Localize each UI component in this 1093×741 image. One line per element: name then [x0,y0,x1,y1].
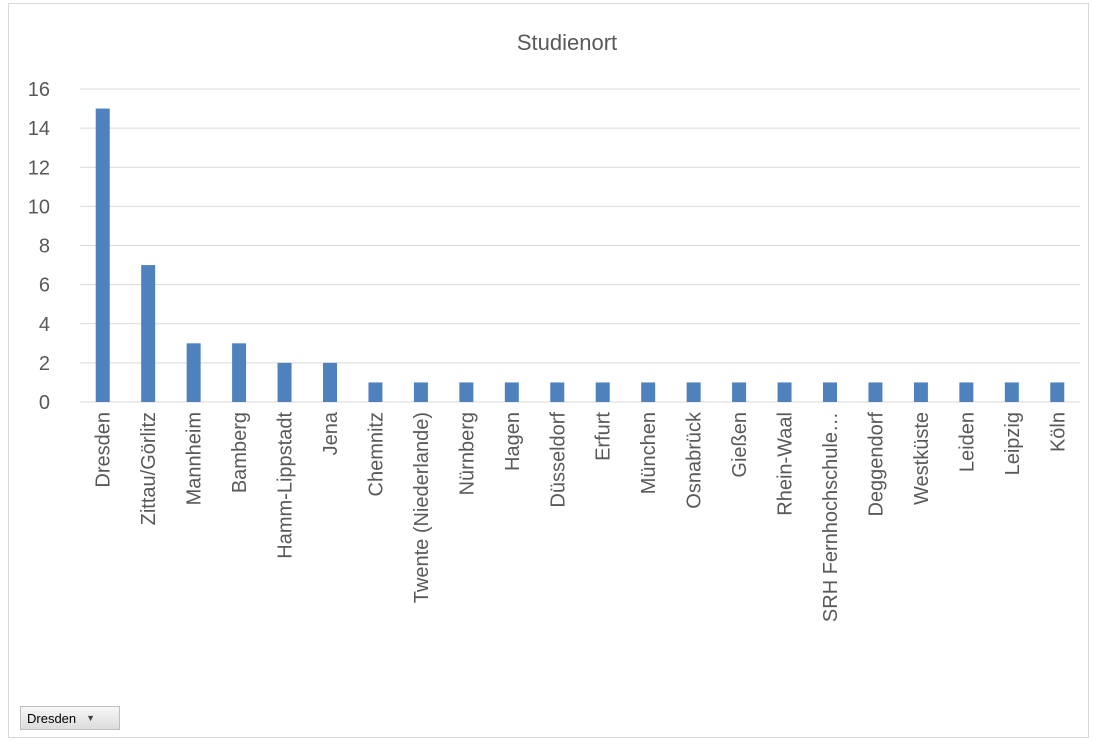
x-tick-label: Leiden [956,412,978,472]
bars [95,108,1065,402]
x-axis: Dresden Zittau/Görlitz Mannheim Bamberg Hamm… [93,411,1070,622]
x-tick-label: Erfurt [593,412,615,461]
field-filter-button[interactable]: Dresden ▼ [20,706,120,730]
bar [777,382,792,402]
bar [550,382,565,402]
y-tick-label: 4 [39,314,50,336]
bar [459,382,474,402]
bar [868,382,883,402]
bar [595,382,610,402]
x-tick-label: Gießen [729,412,751,478]
bar [413,382,428,402]
gridlines [80,88,1080,403]
bar [323,362,337,402]
bar [959,382,974,402]
chart-title: Studienort [517,30,617,55]
bar [504,382,519,402]
y-tick-label: 6 [39,275,50,297]
x-tick-label: München [638,412,660,494]
x-tick-label: Deggendorf [865,412,887,517]
x-tick-label: SRH Fernhochschule… [820,412,842,622]
filter-label: Dresden [27,710,77,726]
bar [686,382,701,402]
x-tick-label: Bamberg [229,412,251,493]
bar [141,265,156,402]
x-tick-label: Nürnberg [456,412,478,495]
y-tick-label: 0 [39,392,50,414]
bar [1050,382,1065,402]
bar [368,382,383,402]
x-tick-label: Twente (Niederlande) [411,412,433,603]
bar [186,343,201,402]
y-tick-label: 16 [28,79,50,101]
x-tick-label: Westküste [911,412,933,505]
x-tick-label: Mannheim [184,412,206,505]
x-tick-label: Hagen [502,412,524,471]
x-tick-label: Dresden [93,412,115,488]
dropdown-arrow-icon: ▼ [86,713,96,723]
bar [1004,382,1019,402]
bar [232,343,247,402]
x-tick-label: Leipzig [1002,412,1024,475]
x-tick-label: Osnabrück [684,411,706,509]
x-tick-label: Chemnitz [365,412,387,496]
x-tick-label: Zittau/Görlitz [138,412,160,525]
bar [277,362,292,402]
x-tick-label: Hamm-Lippstadt [275,412,297,559]
y-tick-label: 12 [28,157,50,179]
bar [732,382,747,402]
x-tick-label: Düsseldorf [547,412,569,508]
y-tick-label: 2 [39,353,50,375]
y-tick-label: 10 [28,196,50,218]
y-tick-label: 14 [28,118,50,140]
x-tick-label: Köln [1047,412,1069,452]
bar [95,108,110,402]
x-tick-label: Rhein-Waal [775,412,797,516]
x-tick-label: Jena [320,411,342,455]
y-axis: 0 2 4 6 8 10 12 14 16 [28,79,50,414]
bar [913,382,928,402]
bar [823,382,837,402]
y-tick-label: 8 [39,236,50,258]
bar [641,382,656,402]
